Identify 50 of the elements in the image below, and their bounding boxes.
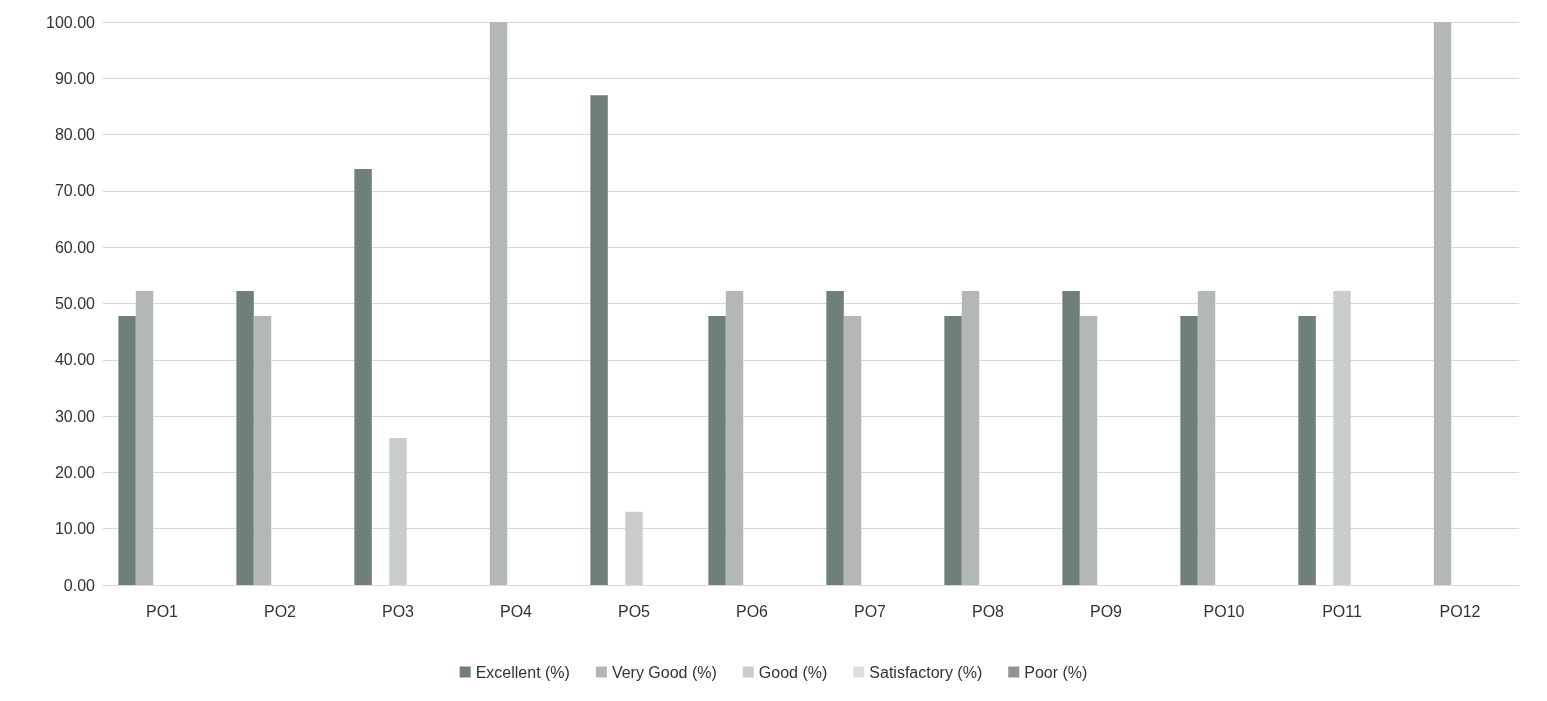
bar (253, 315, 272, 585)
x-tick-label: PO10 (1203, 602, 1245, 620)
y-tick-label: 10.00 (54, 520, 96, 538)
x-tick-label: PO6 (735, 602, 769, 620)
y-tick-label: 80.00 (54, 126, 96, 144)
y-tick-label: 60.00 (54, 238, 96, 256)
y-tick-label: 0.00 (63, 576, 96, 594)
y-tick-label: 90.00 (54, 69, 96, 87)
bar (354, 168, 372, 585)
bar (708, 315, 726, 585)
bar (944, 315, 962, 585)
bar (1298, 315, 1316, 585)
bar (1079, 315, 1098, 585)
bar (1433, 22, 1452, 585)
bar (843, 315, 862, 585)
bar (625, 511, 643, 585)
bar (135, 291, 154, 585)
x-tick-label: PO11 (1322, 602, 1362, 620)
x-tick-label: PO8 (971, 602, 1005, 620)
y-tick-label: 40.00 (54, 351, 96, 369)
y-tick-label: 30.00 (54, 407, 96, 425)
bar (1062, 291, 1080, 585)
bar (961, 291, 980, 585)
bar (1180, 315, 1198, 585)
bar (1333, 291, 1351, 585)
x-tick-label: PO5 (617, 602, 651, 620)
bar (590, 95, 608, 585)
bar (725, 291, 744, 585)
bar (118, 315, 136, 585)
legend-label: Excellent (%) (475, 663, 570, 681)
legend-label: Very Good (%) (611, 663, 717, 681)
y-tick-label: 70.00 (54, 182, 96, 200)
x-tick-label: PO9 (1089, 602, 1123, 620)
legend-label: Good (%) (758, 663, 828, 681)
y-tick-label: 20.00 (54, 463, 96, 481)
x-tick-label: PO12 (1439, 602, 1481, 620)
x-tick-label: PO1 (145, 602, 179, 620)
bar (489, 22, 508, 585)
x-tick-label: PO3 (381, 602, 415, 620)
x-tick-label: PO4 (499, 602, 533, 620)
bar (389, 438, 407, 585)
legend-label: Satisfactory (%) (869, 663, 983, 681)
bar (826, 291, 844, 585)
x-tick-label: PO7 (853, 602, 887, 620)
x-tick-label: PO2 (263, 602, 297, 620)
bar (1197, 291, 1216, 585)
legend-label: Poor (%) (1024, 663, 1088, 681)
y-tick-label: 50.00 (54, 295, 96, 312)
bar (236, 291, 254, 585)
y-tick-label: 100.00 (46, 13, 96, 31)
